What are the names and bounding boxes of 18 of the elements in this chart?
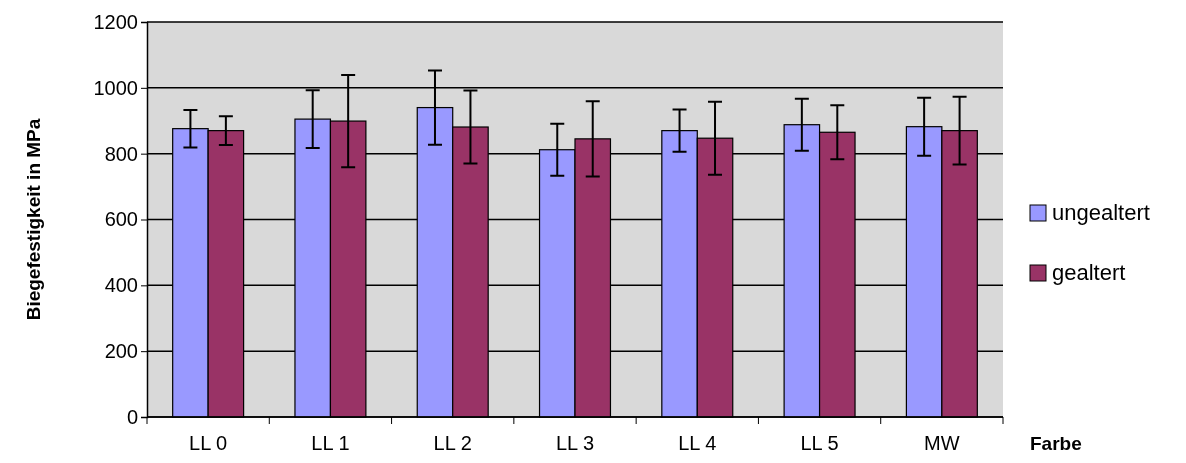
- x-tick-label: MW: [924, 432, 960, 454]
- legend-label: ungealtert: [1052, 200, 1150, 225]
- y-tick-label: 0: [126, 405, 138, 428]
- x-tick-label: LL 5: [800, 432, 839, 454]
- x-tick-label: LL 2: [433, 432, 472, 454]
- y-tick-label: 200: [104, 340, 138, 363]
- y-axis-title: Biegefestigkeit in MPa: [23, 118, 44, 321]
- legend-label: gealtert: [1052, 260, 1126, 285]
- y-tick-label: 800: [104, 142, 138, 165]
- x-axis-title: Farbe: [1030, 433, 1082, 454]
- y-tick-label: 600: [104, 208, 138, 231]
- x-tick-label: LL 0: [189, 432, 228, 454]
- y-tick-label: 400: [104, 274, 138, 297]
- y-tick-label: 1200: [93, 10, 138, 33]
- y-tick-label: 1000: [93, 76, 138, 99]
- x-tick-label: LL 3: [555, 432, 595, 454]
- x-tick-label: LL 1: [311, 432, 350, 454]
- x-tick-label: LL 4: [678, 432, 717, 454]
